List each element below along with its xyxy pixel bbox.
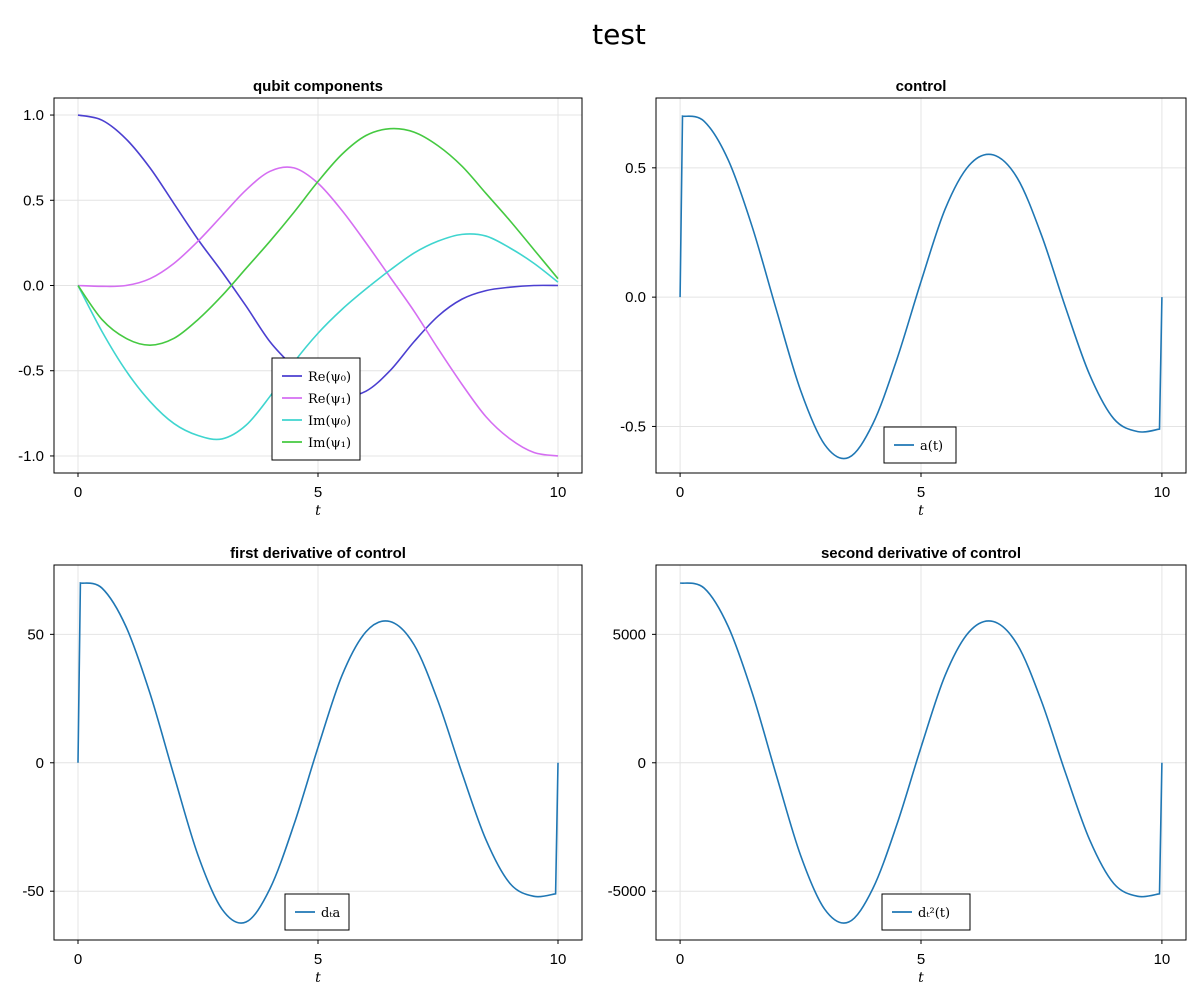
legend-label: Re(ψ₁) bbox=[308, 392, 351, 407]
legend-label: dₜa bbox=[321, 906, 341, 921]
x-tick-label: 10 bbox=[550, 951, 567, 968]
y-tick-label: -1.0 bbox=[18, 448, 44, 465]
y-tick-label: 5000 bbox=[613, 626, 646, 643]
series-line bbox=[679, 115, 1163, 460]
series-line bbox=[77, 233, 559, 441]
panel-title: control bbox=[896, 78, 947, 95]
y-tick-label: -5000 bbox=[608, 883, 646, 900]
y-tick-label: 0.0 bbox=[625, 289, 646, 306]
legend-label: dₜ²(t) bbox=[918, 906, 950, 921]
panel-title: first derivative of control bbox=[230, 545, 406, 562]
y-tick-label: -0.5 bbox=[620, 418, 646, 435]
x-tick-label: 10 bbox=[550, 484, 567, 501]
legend: Re(ψ₀) Re(ψ₁) Im(ψ₀) Im(ψ₁) bbox=[271, 357, 361, 461]
x-axis-label: t bbox=[315, 970, 321, 986]
panel-d2: second derivative of control 0 5 10 5000 0 -50… bbox=[608, 545, 1187, 986]
legend-label: a(t) bbox=[920, 439, 943, 454]
x-tick-label: 0 bbox=[74, 951, 82, 968]
y-tick-label: 50 bbox=[27, 626, 44, 643]
legend-label: Im(ψ₀) bbox=[308, 414, 351, 429]
legend-label: Im(ψ₁) bbox=[308, 436, 351, 451]
x-axis-label: t bbox=[315, 503, 321, 519]
x-tick-label: 5 bbox=[314, 951, 322, 968]
legend-label: Re(ψ₀) bbox=[308, 370, 351, 385]
x-tick-label: 5 bbox=[917, 484, 925, 501]
x-tick-label: 0 bbox=[74, 484, 82, 501]
panel-title: qubit components bbox=[253, 78, 383, 95]
x-tick-label: 0 bbox=[676, 951, 684, 968]
panel-control: control 0 5 10 0.5 0.0 -0.5 t a(t) bbox=[620, 78, 1187, 519]
panel-qubit: qubit components 0 5 10 1.0 0.5 0.0 -0.5 -1.0 t Re… bbox=[18, 78, 583, 519]
panel-d1: first derivative of control 0 5 10 50 0 -50 t dₜ… bbox=[22, 545, 583, 986]
x-axis-label: t bbox=[918, 970, 924, 986]
legend-box bbox=[271, 357, 361, 461]
x-tick-label: 5 bbox=[917, 951, 925, 968]
x-tick-label: 10 bbox=[1154, 951, 1171, 968]
y-tick-label: 0 bbox=[36, 755, 44, 772]
y-tick-label: 0.5 bbox=[23, 192, 44, 209]
legend: dₜ²(t) bbox=[881, 893, 971, 931]
x-tick-label: 5 bbox=[314, 484, 322, 501]
legend: dₜa bbox=[284, 893, 350, 931]
legend: a(t) bbox=[883, 426, 957, 464]
x-tick-label: 0 bbox=[676, 484, 684, 501]
y-tick-label: -50 bbox=[22, 883, 44, 900]
series-line bbox=[77, 581, 559, 924]
series-line bbox=[77, 166, 559, 457]
panels: qubit components 0 5 10 1.0 0.5 0.0 -0.5 -1.0 t Re… bbox=[18, 78, 1187, 986]
x-tick-label: 10 bbox=[1154, 484, 1171, 501]
series-line bbox=[679, 582, 1163, 924]
panel-title: second derivative of control bbox=[821, 545, 1021, 562]
series-line bbox=[77, 127, 559, 346]
y-tick-label: 0.0 bbox=[23, 278, 44, 295]
y-tick-label: 0.5 bbox=[625, 160, 646, 177]
y-tick-label: 0 bbox=[638, 755, 646, 772]
figure-title: test bbox=[592, 18, 646, 51]
y-tick-label: -0.5 bbox=[18, 363, 44, 380]
y-tick-label: 1.0 bbox=[23, 107, 44, 124]
x-axis-label: t bbox=[918, 503, 924, 519]
